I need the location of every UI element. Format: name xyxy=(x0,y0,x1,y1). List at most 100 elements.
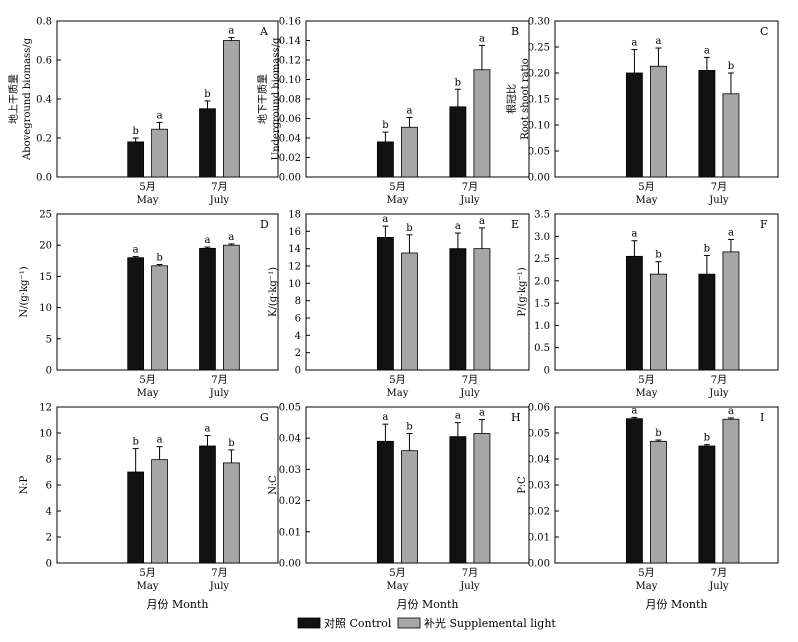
panel-letter-f: F xyxy=(760,218,768,231)
sig-letter-c-s1-c1: b xyxy=(728,61,734,72)
y-tick-label-c: 0.20 xyxy=(528,69,550,80)
x-cat-en-b-1: July xyxy=(459,195,480,206)
x-axis-title-h: 月份 Month xyxy=(397,598,459,611)
y-tick-label-c: 0.15 xyxy=(528,95,550,106)
x-cat-en-d-1: July xyxy=(209,388,230,399)
y-tick-label-b: 0.04 xyxy=(279,134,301,145)
y-tick-label-f: 3.5 xyxy=(534,210,550,221)
bar-f-s1-c0 xyxy=(650,273,667,371)
x-cat-cn-h-1: 7月 xyxy=(462,567,478,579)
x-cat-cn-a-1: 7月 xyxy=(211,181,227,193)
y-tick-label-c: 0.25 xyxy=(528,43,550,54)
y-tick-label-b: 0.12 xyxy=(279,56,301,67)
bar-c-s1-c1 xyxy=(722,93,740,178)
sig-letter-c-s0-c0: a xyxy=(631,38,637,49)
sig-letter-e-s1-c0: b xyxy=(406,223,412,234)
y-tick-label-a: 0.0 xyxy=(36,173,52,184)
y-tick-label-f: 0 xyxy=(544,366,550,377)
y-tick-label-d: 15 xyxy=(39,272,52,283)
x-cat-en-i-1: July xyxy=(708,581,729,592)
bar-g-s1-c0 xyxy=(151,459,168,564)
legend-swatch-control xyxy=(297,617,321,629)
bar-a-s1-c0 xyxy=(151,128,168,178)
bar-b-s1-c0 xyxy=(401,126,418,178)
bar-i-s0-c0 xyxy=(625,418,643,564)
panel-e: 0 2 4 6 8 10 12 14 16 18 K/(g·kg⁻¹) Ea a b a 5月 May 7月 Jul… xyxy=(268,210,530,399)
x-cat-cn-f-1: 7月 xyxy=(711,374,727,386)
y-tick-label-b: 0.06 xyxy=(279,114,301,125)
y-tick-label-d: 25 xyxy=(39,210,52,221)
panel-letter-i: I xyxy=(760,411,764,424)
bar-d-s0-c1 xyxy=(199,247,216,371)
legend-swatch-supplemental xyxy=(397,617,421,629)
y-tick-label-g: 0 xyxy=(46,559,52,570)
sig-letter-f-s1-c0: b xyxy=(655,250,661,261)
bar-e-s1-c1 xyxy=(473,248,491,371)
x-cat-cn-g-1: 7月 xyxy=(211,567,227,579)
sig-letter-a-s1-c0: a xyxy=(157,110,163,121)
sig-letter-g-s0-c0: b xyxy=(132,437,138,448)
x-cat-cn-g-0: 5月 xyxy=(139,567,155,579)
bar-i-s1-c1 xyxy=(722,418,740,564)
y-tick-label-g: 6 xyxy=(46,481,52,492)
y-tick-label-h: 0.03 xyxy=(279,465,301,476)
sig-letter-c-s1-c0: a xyxy=(655,36,661,47)
y-tick-label-i: 0.01 xyxy=(528,533,550,544)
bar-d-s0-c0 xyxy=(127,257,145,371)
x-cat-en-f-0: May xyxy=(636,388,658,399)
y-tick-label-a: 0.2 xyxy=(36,134,52,145)
sig-letter-e-s0-c0: a xyxy=(382,214,388,225)
bar-f-s1-c1 xyxy=(722,251,740,371)
y-tick-label-g: 12 xyxy=(39,403,52,414)
y-tick-label-d: 10 xyxy=(39,303,52,314)
sig-letter-h-s1-c0: b xyxy=(406,422,412,433)
bar-h-s0-c1 xyxy=(449,436,467,564)
bar-e-s1-c0 xyxy=(401,252,418,371)
sig-letter-i-s1-c1: a xyxy=(728,406,734,417)
sig-letter-f-s0-c0: a xyxy=(631,229,637,240)
legend-label-control: 对照 Control xyxy=(324,616,392,630)
y-tick-label-g: 8 xyxy=(46,455,52,466)
x-cat-en-c-0: May xyxy=(636,195,658,206)
x-cat-cn-c-1: 7月 xyxy=(711,181,727,193)
y-axis-title-cn-c: 根冠比 xyxy=(505,84,518,114)
x-cat-en-e-0: May xyxy=(387,388,409,399)
sig-letter-a-s1-c1: a xyxy=(228,26,234,37)
y-axis-title-cn-a: 地上干质量 xyxy=(7,74,20,124)
y-tick-label-i: 0.06 xyxy=(528,403,550,414)
panel-i: 0.00 0.01 0.02 0.03 0.04 0.05 0.06 P:C Ia b b a 5月 Ma… xyxy=(517,403,779,611)
sig-letter-i-s1-c0: b xyxy=(655,428,661,439)
panel-f: 0 0.5 1.0 1.5 2.0 2.5 3.0 3.5 P/(g·kg⁻¹) Fa b b a 5月 M… xyxy=(517,210,779,399)
sig-letter-h-s1-c1: a xyxy=(479,407,485,418)
y-tick-label-f: 2.5 xyxy=(534,254,550,265)
x-cat-en-a-0: May xyxy=(137,195,159,206)
y-tick-label-e: 8 xyxy=(295,296,301,307)
bar-c-s0-c1 xyxy=(698,70,716,178)
x-cat-en-h-0: May xyxy=(387,581,409,592)
x-cat-en-c-1: July xyxy=(708,195,729,206)
x-cat-cn-h-0: 5月 xyxy=(389,567,405,579)
x-cat-cn-d-1: 7月 xyxy=(211,374,227,386)
sig-letter-b-s1-c0: a xyxy=(406,106,412,117)
bar-a-s0-c1 xyxy=(199,108,216,178)
y-tick-label-i: 0.03 xyxy=(528,481,550,492)
sig-letter-d-s1-c1: a xyxy=(228,232,234,243)
y-axis-title-a: Aboveground biomass/g xyxy=(22,37,33,161)
y-tick-label-e: 0 xyxy=(295,366,301,377)
y-tick-label-h: 0.00 xyxy=(279,559,301,570)
y-tick-label-c: 0.30 xyxy=(528,17,550,28)
y-axis-title-e: K/(g·kg⁻¹) xyxy=(268,267,279,317)
y-axis-title-c: Root shoot ratio xyxy=(520,58,531,140)
y-tick-label-g: 10 xyxy=(39,429,52,440)
y-axis-title-h: N:C xyxy=(268,475,279,495)
bar-h-s0-c0 xyxy=(376,440,394,564)
x-cat-en-b-0: May xyxy=(387,195,409,206)
bar-a-s0-c0 xyxy=(127,141,145,178)
x-cat-en-e-1: July xyxy=(459,388,480,399)
y-axis-title-b: Underground biomass/g xyxy=(271,37,282,160)
x-axis-title-g: 月份 Month xyxy=(147,598,209,611)
x-cat-cn-i-0: 5月 xyxy=(638,567,654,579)
sig-letter-b-s0-c1: b xyxy=(455,77,461,88)
sig-letter-h-s0-c1: a xyxy=(455,411,461,422)
y-tick-label-e: 2 xyxy=(295,348,301,359)
